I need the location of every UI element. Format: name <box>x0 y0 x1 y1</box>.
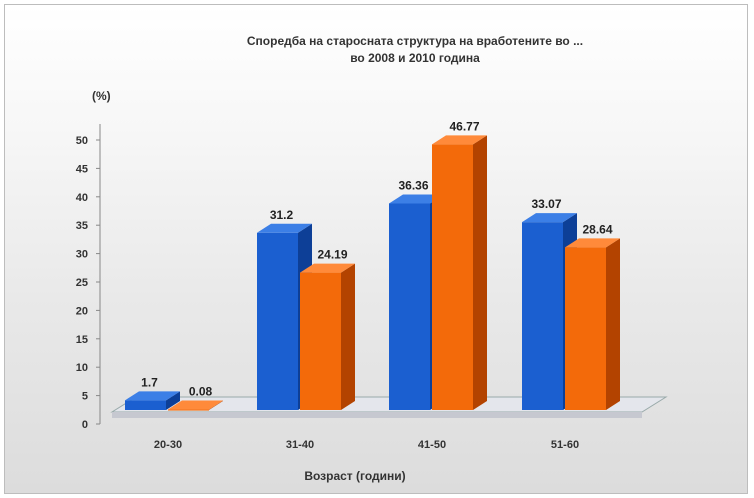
bar-2010 <box>300 263 355 410</box>
x-tick-label: 41-50 <box>418 439 446 451</box>
data-label-2010: 24.19 <box>317 248 347 262</box>
bar-2010-front <box>300 272 341 410</box>
y-tick-label: 45 <box>76 163 88 175</box>
data-label-2008: 31.2 <box>270 208 294 222</box>
bar-2008-top <box>522 213 577 223</box>
chart-title-line-2: во 2008 и 2010 година <box>350 51 480 65</box>
bar-2010-front <box>432 144 473 410</box>
y-tick-label: 40 <box>76 192 88 204</box>
x-tick-label: 51-60 <box>551 439 579 451</box>
y-tick-label: 5 <box>82 391 88 403</box>
y-tick-label: 25 <box>76 277 88 289</box>
bar-2008-front <box>389 203 430 410</box>
bar-2010-front <box>565 247 606 410</box>
bar-2008 <box>125 391 180 410</box>
bar-2010-front <box>168 409 209 411</box>
y-tick-label: 20 <box>76 305 88 317</box>
y-tick-label: 30 <box>76 249 88 261</box>
chart-title-line-1: Споредба на старосната структура на враб… <box>246 34 584 48</box>
y-tick-label: 35 <box>76 220 88 232</box>
bar-2010 <box>565 238 620 410</box>
data-label-2008: 1.7 <box>141 375 158 389</box>
bar-2008-front <box>522 222 563 410</box>
bar-2010 <box>168 400 223 411</box>
x-tick-label: 20-30 <box>154 439 182 451</box>
data-label-2008: 33.07 <box>531 197 561 211</box>
bar-2008-top <box>389 194 444 204</box>
chart-title: Споредба на старосната структура на враб… <box>95 33 735 67</box>
bar-2010-side <box>473 135 487 410</box>
bar-2010 <box>432 135 487 410</box>
y-tick-label: 15 <box>76 334 88 346</box>
y-tick-label: 10 <box>76 362 88 374</box>
chart-floor-edge <box>112 412 642 418</box>
bar-2008-top <box>257 223 312 233</box>
bar-2010-top <box>300 263 355 273</box>
data-label-2010: 28.64 <box>582 222 612 236</box>
bar-2010-top <box>168 400 223 410</box>
y-tick-label: 50 <box>76 135 88 147</box>
y-axis-title: (%) <box>92 89 111 103</box>
bar-2010-side <box>606 238 620 410</box>
bar-2010-top <box>565 238 620 248</box>
bar-2008-front <box>257 232 298 410</box>
data-label-2008: 36.36 <box>398 178 428 192</box>
bar-2008-front <box>125 400 166 410</box>
bar-2010-top <box>432 135 487 145</box>
data-label-2010: 46.77 <box>449 119 479 133</box>
x-axis-title: Возраст (години) <box>304 469 405 483</box>
data-label-2010: 0.08 <box>189 385 213 399</box>
bar-2008-side <box>166 391 180 410</box>
y-tick-label: 0 <box>82 419 88 431</box>
x-tick-label: 31-40 <box>286 439 314 451</box>
bar-2008-top <box>125 391 180 401</box>
bar-2010-side <box>209 400 223 410</box>
bar-2010-side <box>341 263 355 410</box>
